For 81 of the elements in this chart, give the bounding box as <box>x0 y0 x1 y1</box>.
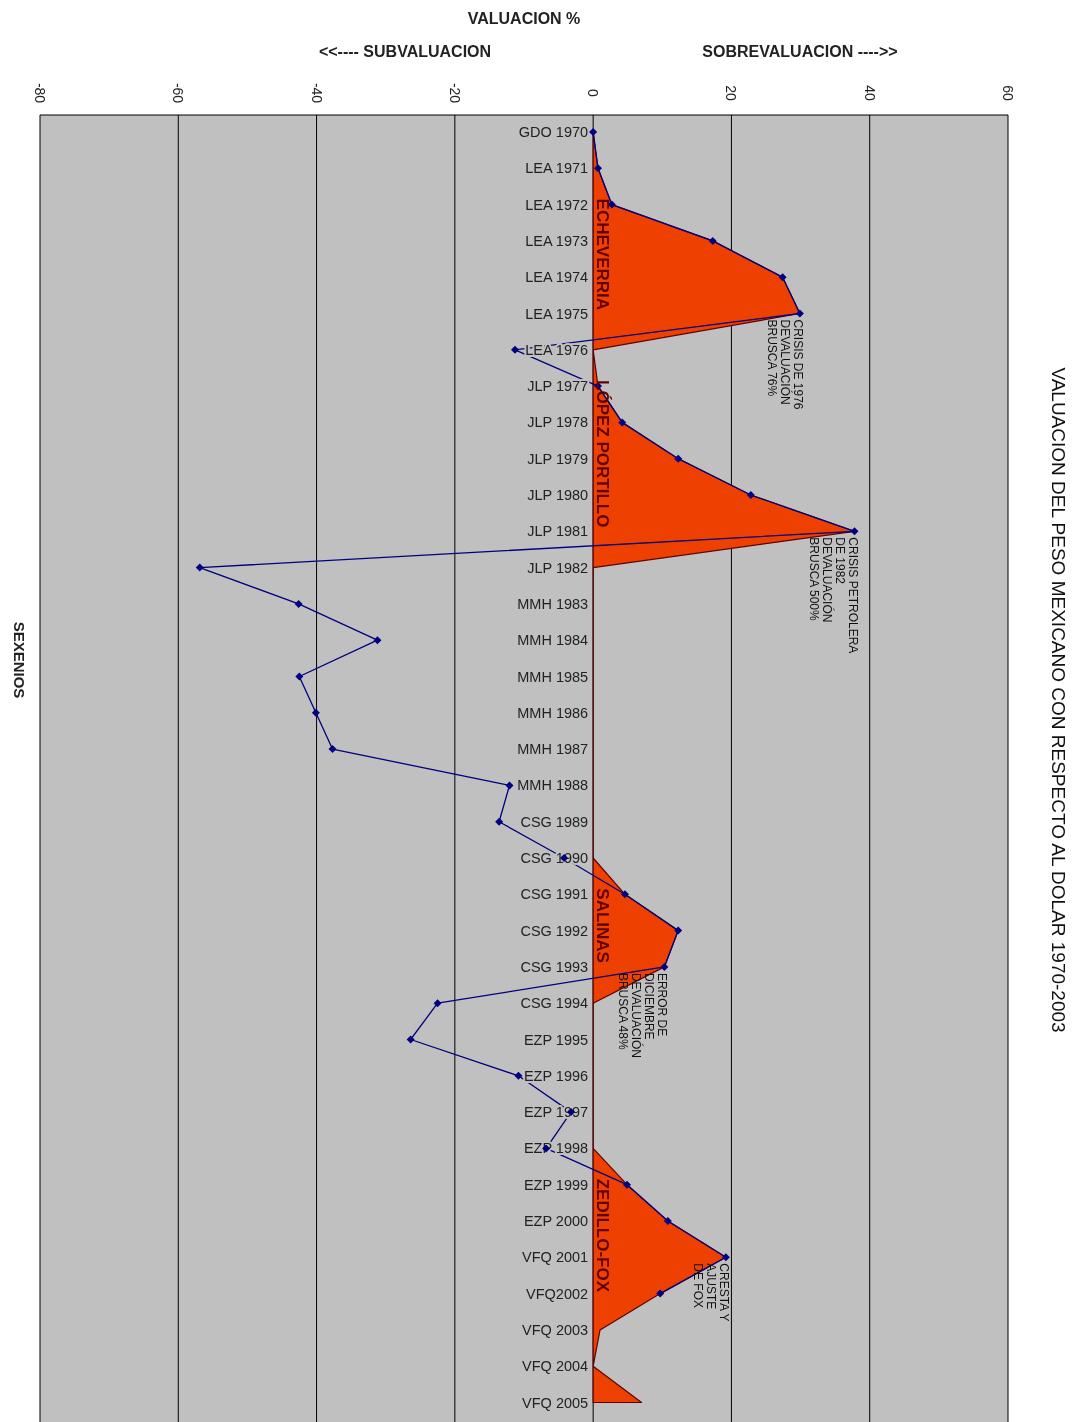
y-tick-label: VFQ 2004 <box>522 1358 589 1375</box>
y-tick-label: EZP 1995 <box>523 1031 589 1048</box>
point <box>295 672 304 681</box>
y-tick-label: MMH 1985 <box>517 668 589 685</box>
y-tick-label: LEA 1974 <box>525 269 589 286</box>
y-tick-label: LEA 1975 <box>525 305 589 322</box>
x-tick-label: 40 <box>861 85 878 101</box>
point <box>294 599 303 608</box>
annotation: LÓPEZ PORTILLO <box>593 380 613 528</box>
point <box>746 491 755 499</box>
point <box>850 527 859 536</box>
y-tick-label: EZP 1999 <box>523 1176 589 1193</box>
y-tick-label: LEA 1973 <box>525 232 589 249</box>
annotation: CRISIS DE 1976 DEVALUACIÓN BRUSCA 76% <box>764 319 805 410</box>
point <box>660 962 669 971</box>
y-tick-label: VFQ 2003 <box>522 1321 589 1338</box>
x-tick-label: -20 <box>446 82 463 104</box>
point <box>433 999 442 1008</box>
x-tick-label: -60 <box>170 82 187 104</box>
y-tick-label: VFQ 2005 <box>522 1394 589 1411</box>
y-tick-label: JLP 1981 <box>527 523 589 540</box>
point <box>505 781 514 790</box>
x-tick-label: 60 <box>1000 85 1016 101</box>
y-tick-label: LEA 1972 <box>525 196 589 213</box>
y-tick-label: CSG 1991 <box>520 886 589 903</box>
y-tick-label: JLP 1982 <box>527 559 589 576</box>
point <box>620 890 629 899</box>
y-tick-label: VFQ2002 <box>526 1285 589 1302</box>
point <box>674 926 683 935</box>
point <box>589 128 598 136</box>
y-tick-label: MMH 1983 <box>517 595 589 612</box>
y-tick-label: GDO 1970 <box>518 124 589 140</box>
point <box>511 345 520 354</box>
y-tick-label: CSG 1994 <box>520 995 589 1012</box>
x-tick-label: -40 <box>308 82 325 104</box>
point <box>708 236 717 245</box>
point <box>674 454 683 463</box>
y-tick-label: JLP 1977 <box>527 378 589 395</box>
point <box>311 708 320 717</box>
y-tick-label: CSG 1992 <box>520 922 589 939</box>
point <box>721 1253 730 1262</box>
point <box>373 636 382 645</box>
point <box>656 1289 665 1298</box>
x-axis-title: VALUACION % <box>467 10 581 27</box>
point <box>514 1071 523 1080</box>
point <box>195 563 204 572</box>
point <box>495 817 504 826</box>
x-tick-label: -80 <box>32 82 48 104</box>
x-tick-label: 20 <box>723 85 740 101</box>
annotation: CRESTA Y AJUSTE DE FOX <box>690 1263 731 1322</box>
y-tick-label: MMH 1986 <box>517 704 589 721</box>
annotation: CRISIS PETROLERA DE 1982 DEVALUACIÓN BRUSCA 500% <box>806 537 860 654</box>
y-tick-label: EZP 1996 <box>523 1067 589 1084</box>
annotation: ZEDILLO-FOX <box>593 1178 613 1293</box>
point <box>663 1217 672 1225</box>
text: SOBREVALUACION ---->> <box>702 43 898 60</box>
y-tick-label: MMH 1984 <box>517 632 589 649</box>
y-tick-label: CSG 1989 <box>520 813 589 830</box>
annotation: ERROR DE DICIEMBRE DEVALUACIÓN BRUSCA 48% <box>616 972 670 1059</box>
point <box>328 745 337 754</box>
y-tick-label: LEA 1971 <box>525 160 589 177</box>
y-tick-label: MMH 1987 <box>517 741 589 758</box>
y-tick-label: JLP 1980 <box>527 487 589 503</box>
annotation: ECHEVERRIA <box>593 198 613 311</box>
point <box>593 164 602 173</box>
y-tick-label: JLP 1978 <box>527 414 589 431</box>
y-tick-label: JLP 1979 <box>527 450 589 467</box>
point <box>623 1180 632 1189</box>
point <box>795 309 804 318</box>
point <box>406 1035 415 1044</box>
point <box>618 418 627 427</box>
y-tick-label: VFQ 2001 <box>522 1249 589 1266</box>
point <box>778 273 787 282</box>
y-tick-label: MMH 1988 <box>517 777 589 794</box>
y-tick-label: CSG 1993 <box>520 958 589 975</box>
x-tick-label: 0 <box>585 89 602 98</box>
y-axis-title: SEXENIOS <box>11 621 28 699</box>
annotation: SALINAS <box>593 888 613 963</box>
y-tick-label: EZP 2000 <box>523 1213 589 1229</box>
text: VALUACION DEL PESO MEXICANO CON RESPECTO AL DOLAR 1970-2003 <box>1048 367 1069 1033</box>
text: <<---- SUBVALUACION <box>318 43 492 60</box>
